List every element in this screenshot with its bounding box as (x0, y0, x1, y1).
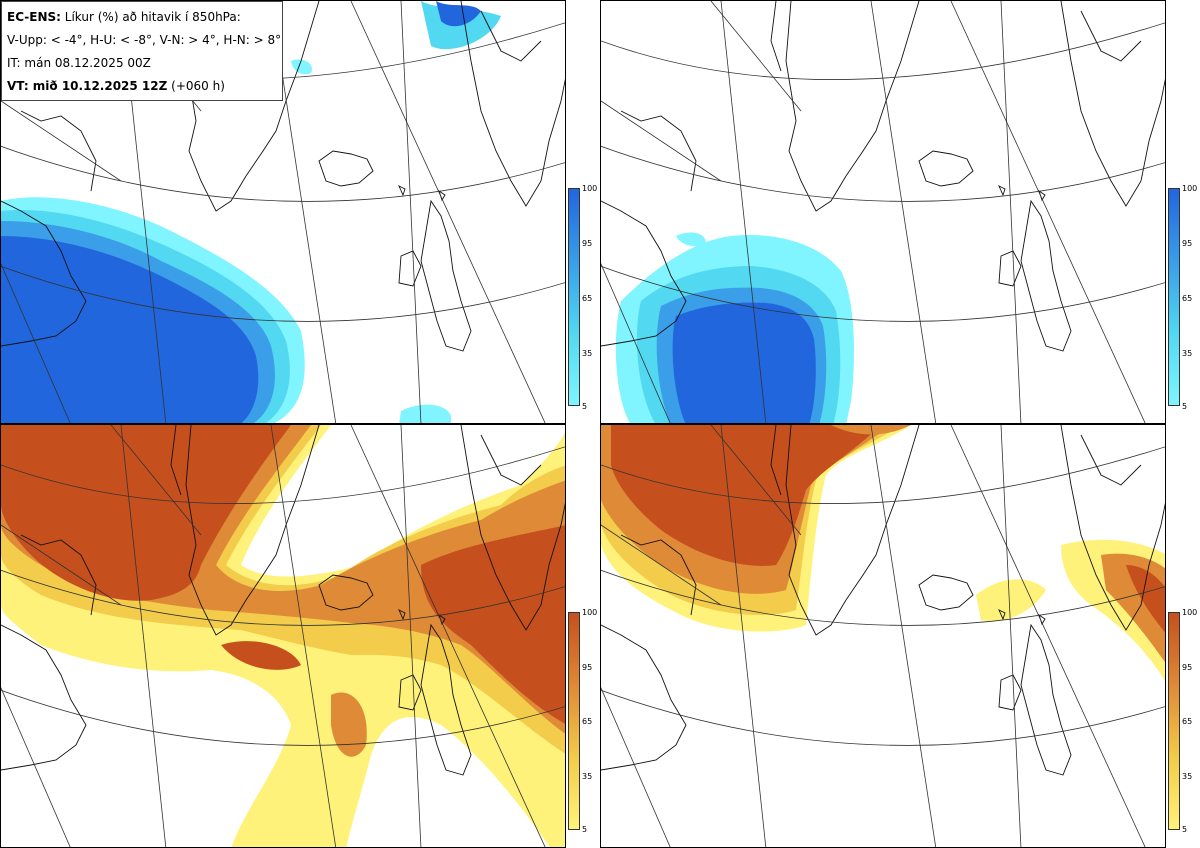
map-panel-v-upp: EC-ENS: Líkur (%) að hitavik í 850hPa: V… (0, 0, 566, 424)
legend-tick: 35 (1182, 772, 1193, 781)
warm-legend-bar (568, 612, 580, 830)
legend-tick: 65 (582, 294, 593, 303)
warm-legend-bar (1168, 612, 1180, 830)
legend-tick: 95 (582, 663, 593, 672)
legend-tick: 100 (582, 184, 598, 193)
lead-time: (+060 h) (171, 79, 225, 93)
legend-tick: 5 (1182, 402, 1188, 411)
legend-tick: 5 (582, 825, 588, 834)
map-panel-h-n (600, 424, 1166, 848)
info-box: EC-ENS: Líkur (%) að hitavik í 850hPa: V… (1, 1, 283, 101)
legend-tick: 100 (1182, 608, 1198, 617)
model-label: EC-ENS: (7, 10, 61, 24)
probability-map (1, 425, 565, 847)
legend-tick: 35 (582, 772, 593, 781)
cold-legend-bar (1168, 188, 1180, 406)
legend-tick: 65 (1182, 294, 1193, 303)
legend-tick: 95 (1182, 239, 1193, 248)
legend-tick: 95 (582, 239, 593, 248)
legend-tick: 5 (1182, 825, 1188, 834)
legend-tick: 95 (1182, 663, 1193, 672)
thresholds-text: V-Upp: < -4°, H-U: < -8°, V-N: > 4°, H-N… (7, 33, 282, 47)
legend-tick: 35 (582, 349, 593, 358)
valid-time: VT: mið 10.12.2025 12Z (7, 79, 168, 93)
map-panel-v-n (0, 424, 566, 848)
legend-tick: 5 (582, 402, 588, 411)
legend-tick: 100 (1182, 184, 1198, 193)
init-time: IT: mán 08.12.2025 00Z (7, 56, 151, 70)
legend-tick: 65 (582, 717, 593, 726)
legend-tick: 35 (1182, 349, 1193, 358)
probability-map (1, 1, 565, 423)
probability-map (601, 425, 1165, 847)
legend-tick: 65 (1182, 717, 1193, 726)
map-panel-h-u (600, 0, 1166, 424)
probability-map (601, 1, 1165, 423)
cold-legend-bar (568, 188, 580, 406)
title-text: Líkur (%) að hitavik í 850hPa: (64, 10, 241, 24)
legend-tick: 100 (582, 608, 598, 617)
